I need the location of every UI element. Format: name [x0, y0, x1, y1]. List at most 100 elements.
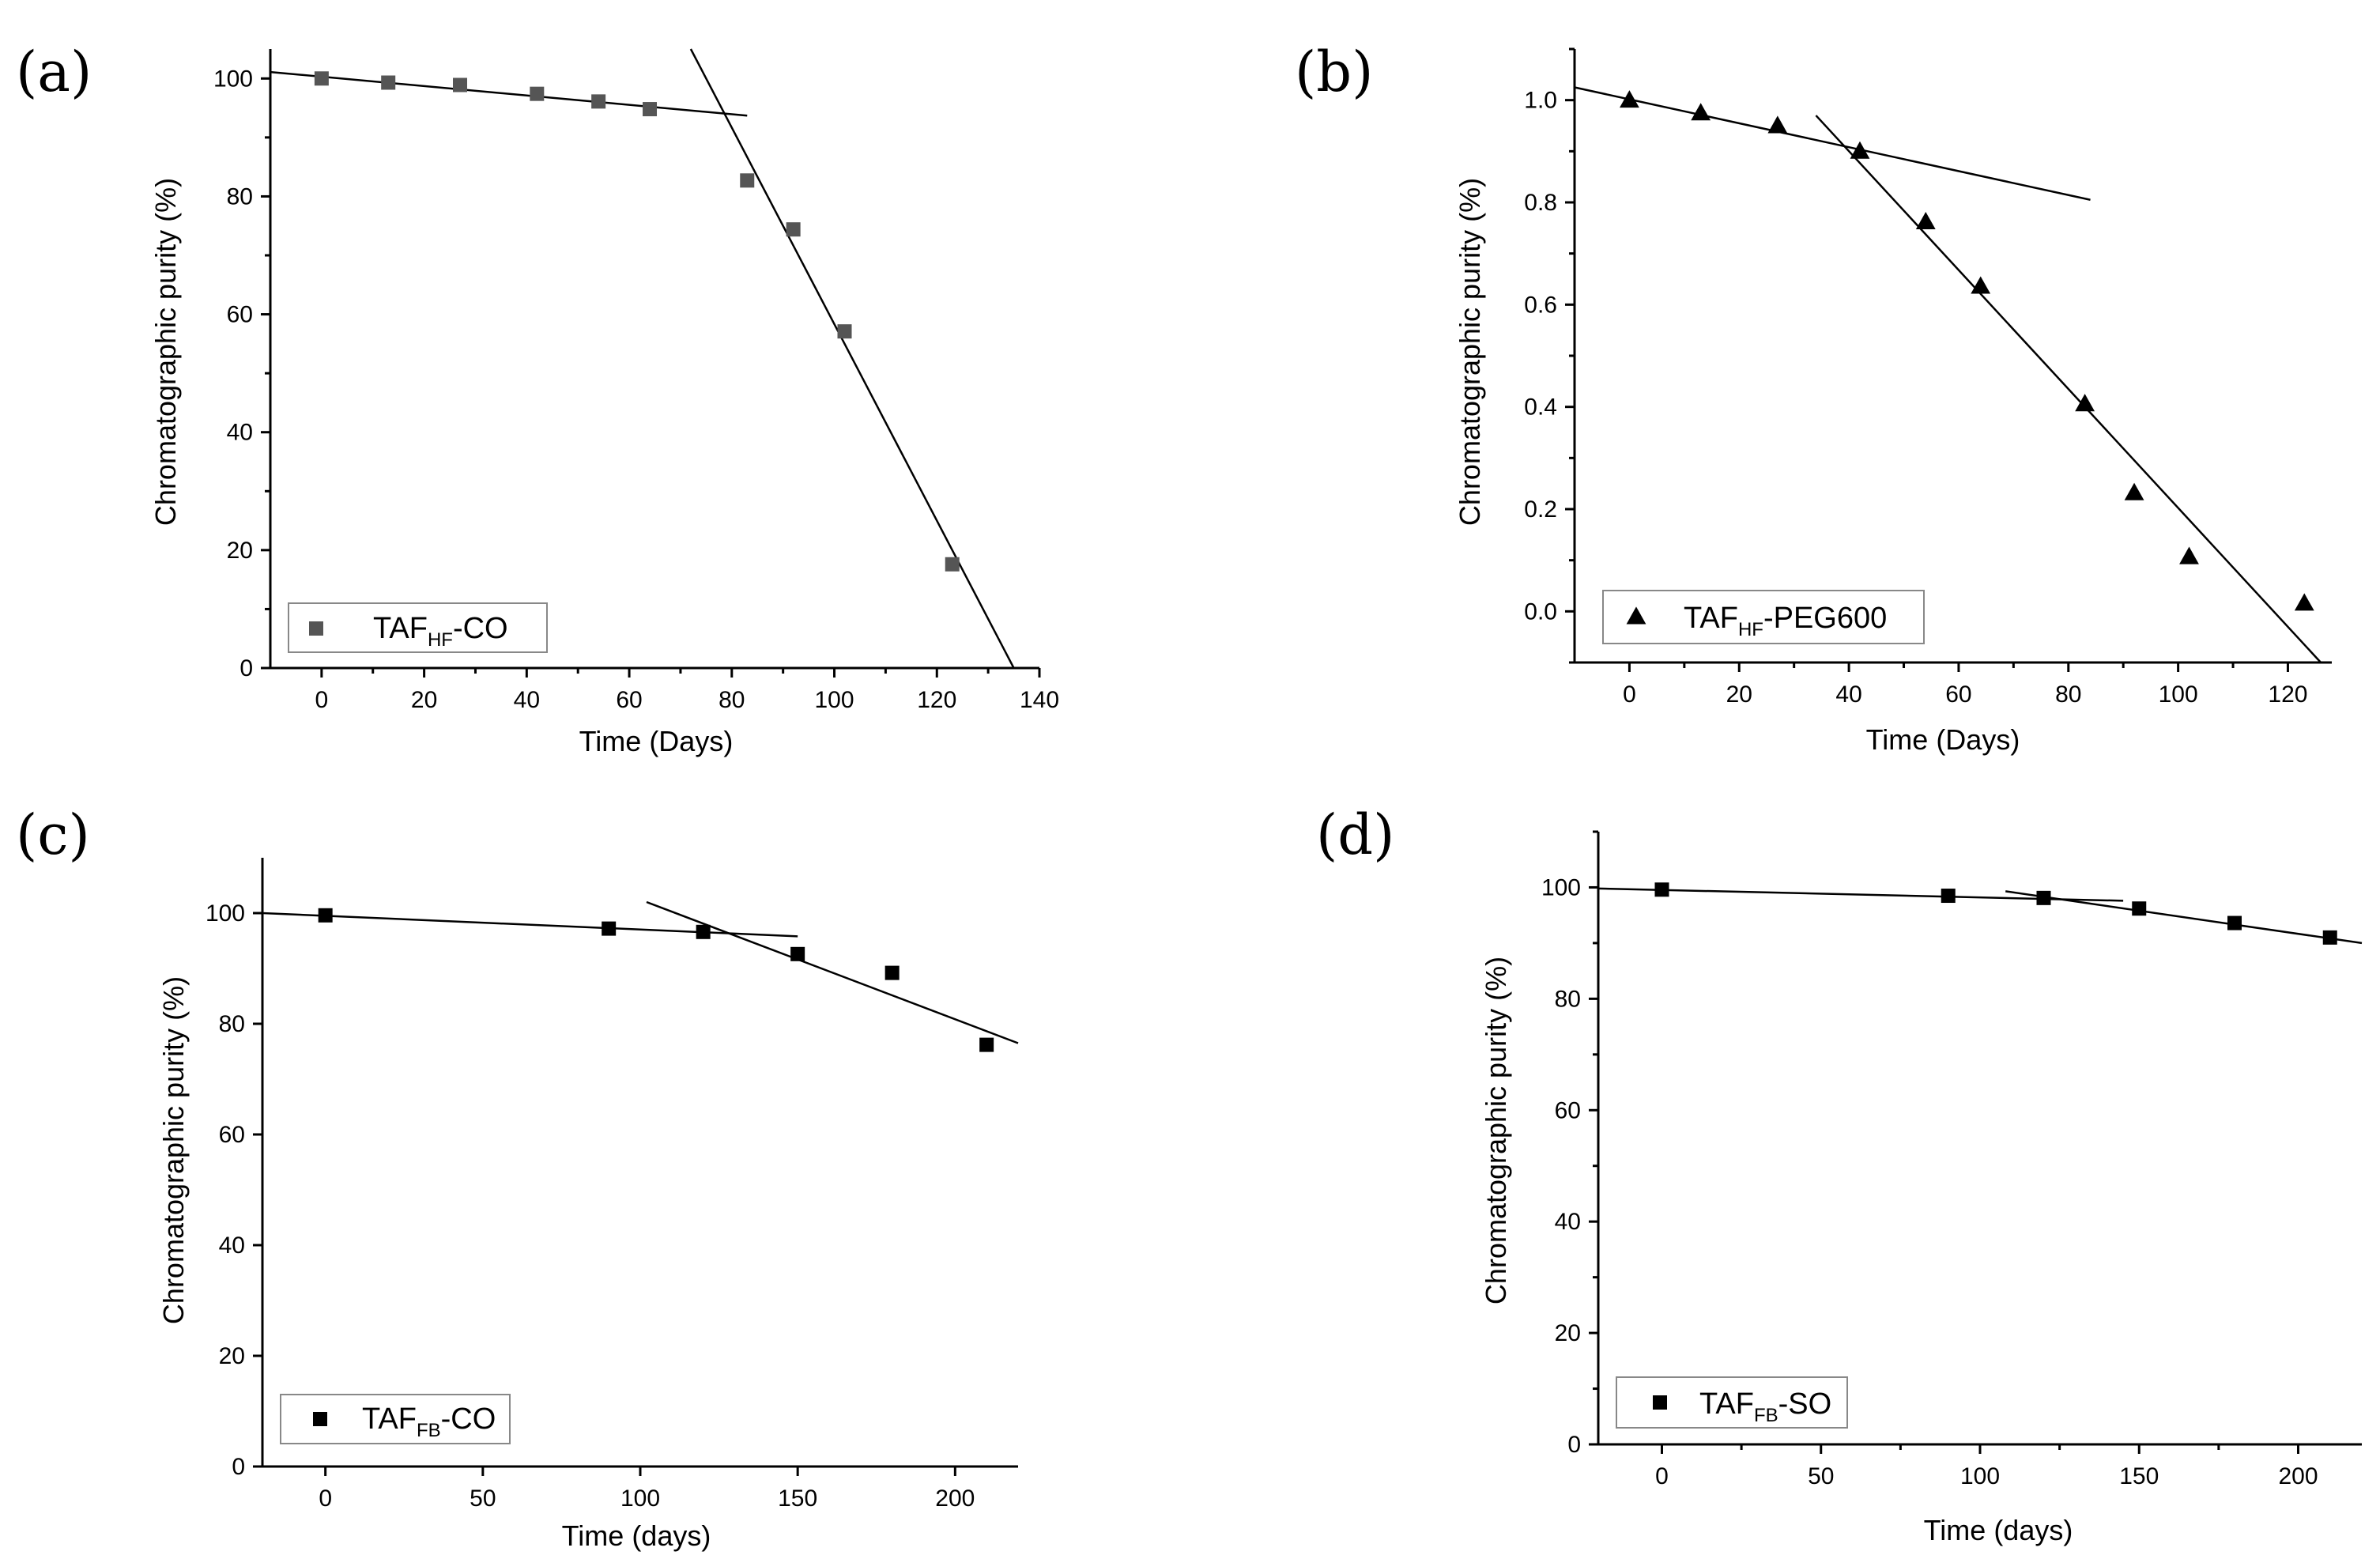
- legend-label: TAFFB-CO: [362, 1402, 496, 1441]
- fit-line: [1597, 887, 2124, 902]
- data-point: [1915, 211, 1936, 230]
- x-tick-label: 20: [1726, 681, 1752, 708]
- x-tick-label: 120: [2268, 681, 2307, 708]
- y-tick-label: 40: [227, 420, 253, 446]
- data-point: [786, 222, 801, 237]
- data-point: [453, 77, 468, 92]
- x-tick-label: 100: [620, 1485, 660, 1512]
- y-tick-label: 80: [227, 183, 253, 210]
- legend: TAFFB-CO: [280, 1394, 511, 1444]
- data-point: [1620, 90, 1639, 108]
- y-tick-label: 0: [232, 1454, 245, 1480]
- x-tick-label: 80: [2055, 681, 2081, 708]
- y-tick-label: 20: [219, 1343, 245, 1369]
- y-tick-label: 0.6: [1524, 292, 1557, 318]
- x-tick-label: 100: [1960, 1463, 2000, 1489]
- panel-a: (a) Time (Days) Chromatographic purity (…: [16, 40, 1059, 757]
- x-tick-label: 80: [719, 687, 745, 713]
- data-point: [2132, 901, 2147, 916]
- data-point: [790, 946, 805, 961]
- y-tick-label: 80: [1555, 986, 1581, 1012]
- y-axis-title: Chromatographic purity (%): [1480, 957, 1512, 1304]
- x-axis-title: Time (days): [562, 1519, 711, 1552]
- panel-label: (b): [1295, 40, 1373, 104]
- x-tick-label: 40: [514, 687, 540, 713]
- x-tick-label: 0: [1655, 1463, 1669, 1489]
- data-point: [2179, 546, 2199, 564]
- y-tick-label: 0.8: [1524, 190, 1557, 216]
- x-tick-label: 60: [1945, 681, 1971, 708]
- panel-d: (d) Time (days) Chromatographic purity (…: [1316, 802, 2363, 1546]
- legend-marker: [1626, 606, 1646, 625]
- data-point: [2075, 394, 2095, 412]
- fit-line: [646, 900, 1019, 1044]
- data-point: [2227, 915, 2242, 930]
- data-point: [979, 1037, 994, 1052]
- x-tick-label: 0: [1623, 681, 1636, 708]
- x-tick-label: 200: [2278, 1463, 2318, 1489]
- legend: TAFFB-SO: [1616, 1376, 1848, 1429]
- data-point: [1850, 141, 1870, 159]
- x-tick-label: 120: [917, 687, 956, 713]
- legend-label-main: TAF: [1684, 602, 1738, 635]
- data-point: [530, 86, 545, 101]
- x-tick-label: 20: [411, 687, 437, 713]
- legend-box: [288, 602, 548, 653]
- fit-line: [270, 70, 748, 117]
- legend-marker: [313, 1412, 327, 1426]
- fit-line: [689, 48, 1015, 669]
- data-point: [2322, 930, 2337, 945]
- panel-label: (a): [16, 40, 92, 104]
- x-tick-label: 140: [1020, 687, 1059, 713]
- y-tick-label: 60: [227, 302, 253, 328]
- data-point: [945, 557, 960, 572]
- fit-line: [1815, 115, 2322, 663]
- y-tick-label: 0: [1567, 1432, 1581, 1458]
- data-point: [643, 102, 658, 117]
- legend-marker-icon: [1653, 1395, 1667, 1410]
- legend-label-suffix: -SO: [1778, 1387, 1832, 1421]
- legend-label-main: TAF: [1699, 1387, 1754, 1421]
- x-tick-label: 200: [935, 1485, 975, 1512]
- legend-label: TAFFB-SO: [1699, 1387, 1831, 1426]
- data-point: [1767, 115, 1788, 134]
- x-tick-label: 100: [2159, 681, 2198, 708]
- y-tick-label: 100: [206, 900, 245, 927]
- y-axis-title: Chromatographic purity (%): [157, 976, 190, 1324]
- y-tick-label: 20: [1555, 1320, 1581, 1346]
- legend-marker: [309, 621, 323, 636]
- data-point: [602, 921, 617, 936]
- y-tick-label: 0: [240, 655, 253, 681]
- data-point: [1971, 276, 1991, 294]
- y-axis-title: Chromatographic purity (%): [1454, 178, 1486, 526]
- y-tick-label: 0.4: [1524, 394, 1557, 421]
- y-tick-label: 60: [1555, 1097, 1581, 1123]
- legend-label: TAFHF-PEG600: [1684, 602, 1887, 640]
- y-tick-label: 100: [213, 66, 253, 92]
- legend: TAFHF-CO: [288, 602, 548, 653]
- data-point: [2294, 593, 2314, 611]
- x-tick-label: 50: [1808, 1463, 1834, 1489]
- data-point: [318, 908, 333, 923]
- data-point: [837, 324, 852, 339]
- x-tick-label: 60: [616, 687, 642, 713]
- legend-label-suffix: -CO: [441, 1402, 496, 1436]
- legend-marker: [1653, 1395, 1667, 1410]
- legend-label-main: TAF: [362, 1402, 417, 1436]
- panel-c: (c) Time (days) Chromatographic purity (…: [16, 802, 1019, 1552]
- y-tick-label: 40: [219, 1232, 245, 1259]
- legend-marker-icon: [1626, 606, 1646, 625]
- panel-label: (c): [16, 802, 90, 867]
- legend-label-main: TAF: [373, 612, 428, 645]
- legend-label-suffix: -PEG600: [1763, 602, 1887, 635]
- data-point: [2124, 482, 2144, 500]
- x-tick-label: 0: [319, 1485, 332, 1512]
- y-tick-label: 0.0: [1524, 598, 1557, 625]
- legend-marker-icon: [313, 1412, 327, 1426]
- x-tick-label: 150: [2119, 1463, 2159, 1489]
- data-point: [2036, 890, 2051, 905]
- data-point: [591, 94, 606, 109]
- x-axis-title: Time (Days): [1866, 723, 2020, 756]
- y-tick-label: 100: [1541, 874, 1581, 900]
- legend-label-sub: HF: [428, 629, 453, 651]
